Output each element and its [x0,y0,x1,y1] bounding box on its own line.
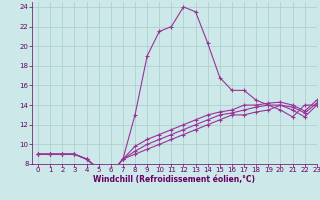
X-axis label: Windchill (Refroidissement éolien,°C): Windchill (Refroidissement éolien,°C) [93,175,255,184]
